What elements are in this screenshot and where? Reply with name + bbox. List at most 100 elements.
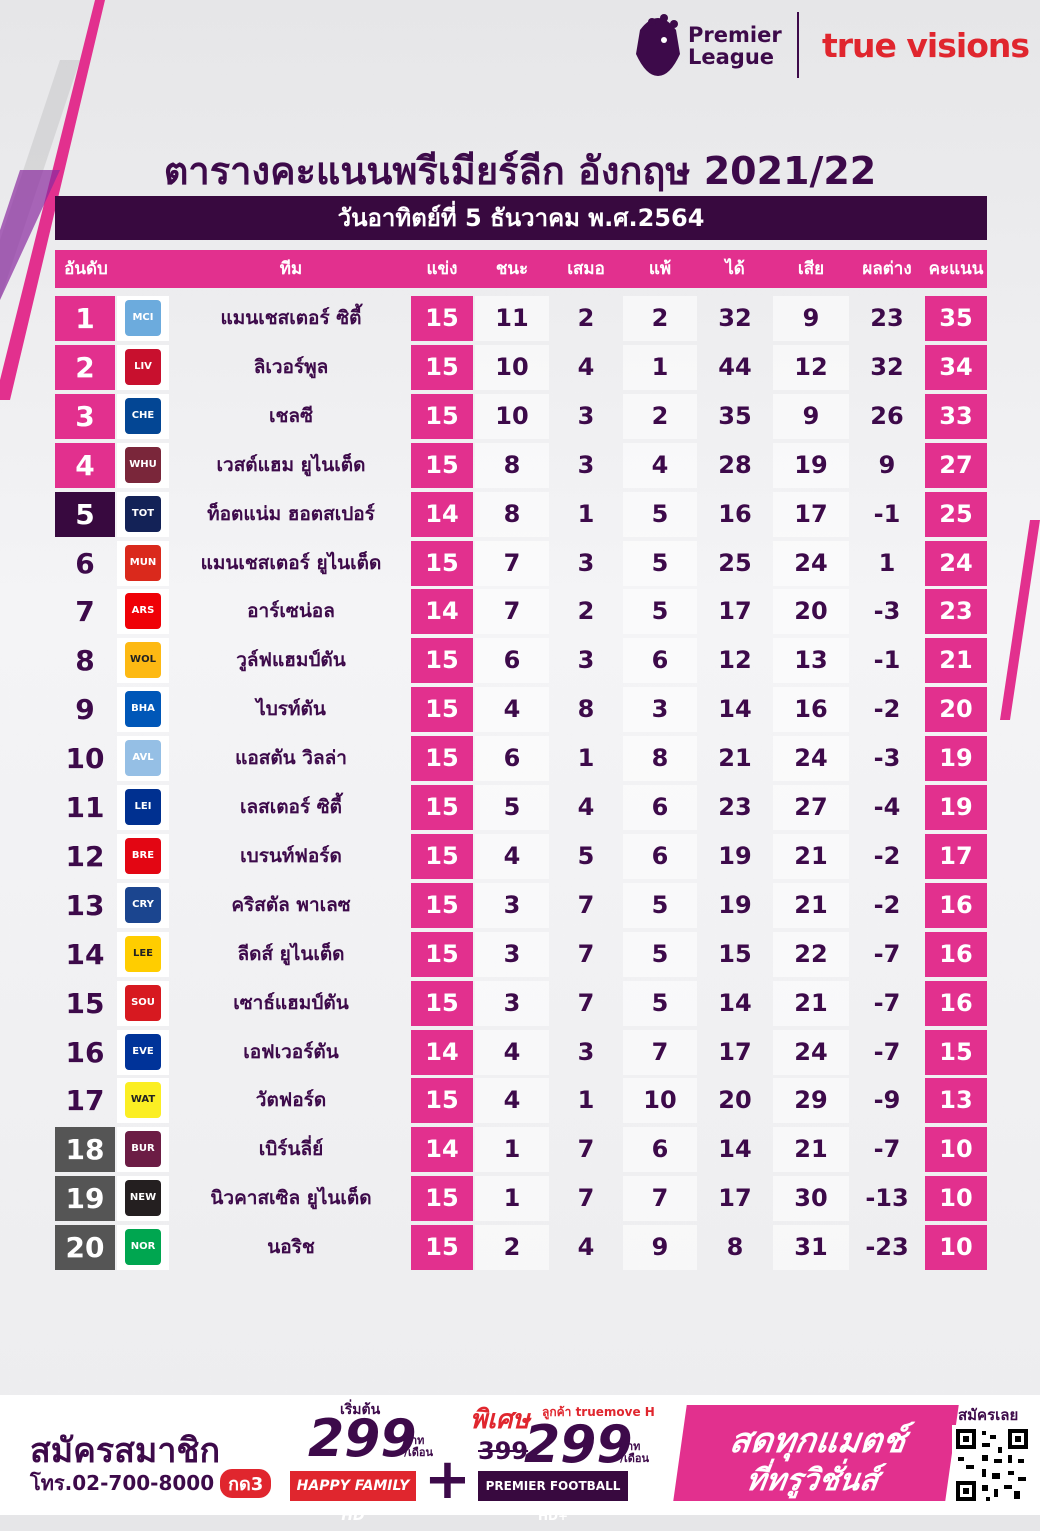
goals-for-cell: 15	[718, 939, 752, 968]
won-cell: 4	[503, 1086, 521, 1115]
goals-against-cell: 24	[794, 548, 828, 577]
row-stripe	[475, 736, 549, 782]
decorative-stripes	[0, 0, 105, 400]
played-cell: 15	[411, 736, 473, 782]
lost-cell: 5	[651, 499, 669, 528]
row-stripe	[475, 980, 549, 1026]
played-cell: 15	[411, 540, 473, 586]
team-name: ท็อตแน่ม ฮอตสเปอร์	[207, 502, 375, 525]
drawn-cell: 2	[577, 304, 595, 332]
row-stripe	[623, 980, 697, 1026]
club-crest-icon: LEE	[125, 935, 161, 972]
live-banner[interactable]: สดทุกแมตช์ ที่ทรูวิชั่นส์	[673, 1405, 959, 1501]
club-crest-icon: BHA	[125, 691, 161, 728]
special-price-unit: บาท/เดือน	[620, 1441, 649, 1465]
won-cell: 10	[495, 401, 529, 430]
goals-against-cell: 27	[794, 793, 828, 821]
drawn-cell: 3	[577, 1037, 595, 1066]
footer-title: สมัครสมาชิก	[30, 1431, 221, 1471]
col-drawn: เสมอ	[567, 259, 605, 279]
goals-against-cell: 16	[794, 695, 828, 724]
goal-diff-cell: -23	[865, 1233, 909, 1262]
goal-diff-cell: 32	[870, 352, 904, 381]
goal-diff-cell: -3	[873, 744, 901, 773]
goals-for-cell: 44	[718, 352, 752, 381]
table-header: อันดับ ทีม แข่ง ชนะ เสมอ แพ้ ได้ เสีย ผล…	[55, 250, 987, 288]
lost-cell: 5	[651, 988, 669, 1017]
table-row: 9 BHA ไบรท์ตัน 15 4 8 3 14 16 -2 20	[55, 687, 987, 733]
won-cell: 7	[503, 597, 521, 626]
row-stripe	[773, 1029, 849, 1075]
points-cell: 13	[925, 1078, 987, 1124]
goals-against-cell: 21	[794, 890, 828, 919]
row-stripe	[475, 491, 549, 537]
club-crest-icon: ARS	[125, 593, 161, 630]
drawn-cell: 5	[577, 841, 595, 870]
lost-cell: 4	[651, 450, 669, 479]
start-label: เริ่มต้น	[340, 1402, 381, 1418]
points-cell: 15	[925, 1029, 987, 1075]
special-price: 299	[524, 1415, 633, 1475]
goals-for-cell: 20	[718, 1086, 752, 1115]
team-crest: WHU	[117, 442, 169, 488]
team-name: คริสตัล พาเลซ	[231, 893, 351, 916]
goals-against-cell: 24	[794, 744, 828, 773]
live-line2: ที่ทรูวิชั่นส์	[743, 1463, 881, 1498]
row-stripe	[475, 1176, 549, 1222]
team-crest: NEW	[117, 1176, 169, 1222]
drawn-cell: 7	[577, 1135, 595, 1164]
row-stripe	[475, 1078, 549, 1124]
goal-diff-cell: -1	[873, 646, 901, 675]
lost-cell: 2	[651, 401, 669, 430]
club-crest-icon: WAT	[125, 1082, 161, 1119]
goals-for-cell: 17	[718, 597, 752, 626]
lost-cell: 6	[651, 793, 669, 821]
footer-promo: สมัครสมาชิก โทร.02-700-8000 กด3 เริ่มต้น …	[0, 1395, 1040, 1524]
drawn-cell: 2	[577, 597, 595, 626]
played-cell: 14	[411, 589, 473, 635]
played-cell: 14	[411, 491, 473, 537]
dial-badge: กด3	[220, 1469, 272, 1498]
row-stripe	[773, 296, 849, 341]
goals-for-cell: 23	[718, 793, 752, 821]
table-row: 10 AVL แอสตัน วิลล่า 15 6 1 8 21 24 -3 19	[55, 736, 987, 782]
qr-code-icon[interactable]	[952, 1425, 1032, 1505]
col-won: ชนะ	[495, 259, 529, 279]
row-stripe	[475, 882, 549, 928]
row-stripe	[623, 393, 697, 439]
qr-label: สมัครเลย	[958, 1406, 1019, 1424]
goals-for-cell: 19	[718, 890, 752, 919]
rank-cell: 13	[65, 888, 105, 922]
played-cell: 15	[411, 882, 473, 928]
won-cell: 4	[503, 1037, 521, 1066]
club-crest-icon: MUN	[125, 544, 161, 581]
drawn-cell: 3	[577, 401, 595, 430]
row-stripe	[773, 589, 849, 635]
happy-family-hd-badge: HAPPY FAMILY HD	[290, 1471, 416, 1524]
club-crest-icon: CRY	[125, 886, 161, 923]
col-rank: อันดับ	[64, 259, 108, 279]
team-crest: BHA	[117, 687, 169, 733]
row-stripe	[623, 344, 697, 390]
club-crest-icon: AVL	[125, 740, 161, 777]
drawn-cell: 4	[577, 1233, 595, 1262]
team-name: เบรนท์ฟอร์ด	[240, 844, 342, 867]
row-stripe	[623, 785, 697, 830]
row-stripe	[475, 1225, 549, 1271]
points-cell: 16	[925, 980, 987, 1026]
goals-for-cell: 14	[718, 1135, 752, 1164]
club-crest-icon: WHU	[125, 446, 161, 483]
played-cell: 15	[411, 393, 473, 439]
team-name: แมนเชสเตอร์ ซิตี้	[220, 307, 362, 329]
team-name: ลีดส์ ยูไนเต็ด	[237, 942, 345, 965]
goal-diff-cell: -2	[873, 841, 901, 870]
goal-diff-cell: -1	[873, 499, 901, 528]
table-row: 11 LEI เลสเตอร์ ซิตี้ 15 5 4 6 23 27 -4 19	[55, 785, 987, 830]
drawn-cell: 7	[577, 1184, 595, 1213]
col-goals-against: เสีย	[797, 259, 825, 279]
goal-diff-cell: 1	[878, 548, 896, 577]
unit-baht-2: บาท	[620, 1440, 641, 1453]
drawn-cell: 3	[577, 548, 595, 577]
team-name: อาร์เซน่อล	[247, 600, 335, 623]
table-row: 12 BRE เบรนท์ฟอร์ด 15 4 5 6 19 21 -2 17	[55, 833, 987, 879]
